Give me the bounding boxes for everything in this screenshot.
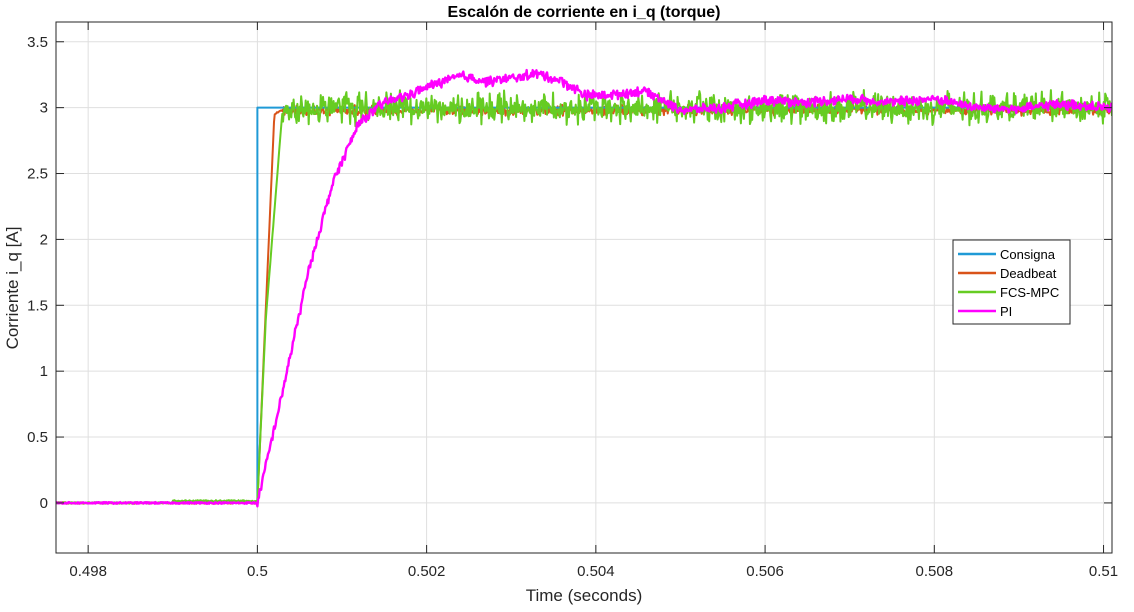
chart-title: Escalón de corriente en i_q (torque) <box>448 4 721 21</box>
y-tick-label: 0 <box>40 495 48 512</box>
x-axis-label: Time (seconds) <box>526 586 643 605</box>
x-tick-label: 0.506 <box>746 563 784 580</box>
x-tick-label: 0.498 <box>69 563 107 580</box>
y-tick-label: 3 <box>40 100 48 117</box>
y-tick-label: 1.5 <box>27 297 48 314</box>
legend-entry-fcs-mpc: FCS-MPC <box>1000 285 1059 300</box>
ticks: 0.498 0.5 0.502 0.504 0.506 0.508 0.5100.511.5… <box>27 22 1118 580</box>
y-axis-label: Corriente i_q [A] <box>3 227 22 350</box>
legend[interactable]: Consigna Deadbeat FCS-MPC PI <box>952 239 1071 325</box>
series-line-fcs-mpc <box>56 89 1112 505</box>
x-tick-label: 0.51 <box>1089 563 1118 580</box>
y-tick-label: 0.5 <box>27 429 48 446</box>
y-tick-label: 2.5 <box>27 166 48 183</box>
series-line-pi <box>56 68 1112 508</box>
x-tick-label: 0.502 <box>408 563 446 580</box>
series-layer <box>56 68 1112 508</box>
legend-entry-consigna: Consigna <box>1000 247 1056 262</box>
plot-frame <box>55 21 1113 554</box>
legend-entry-pi: PI <box>1000 304 1012 319</box>
y-tick-label: 2 <box>40 231 48 248</box>
y-tick-label: 1 <box>40 363 48 380</box>
y-tick-label: 3.5 <box>27 34 48 51</box>
x-tick-label: 0.504 <box>577 563 615 580</box>
x-tick-label: 0.5 <box>247 563 268 580</box>
legend-entry-deadbeat: Deadbeat <box>1000 266 1057 281</box>
x-tick-label: 0.508 <box>916 563 954 580</box>
